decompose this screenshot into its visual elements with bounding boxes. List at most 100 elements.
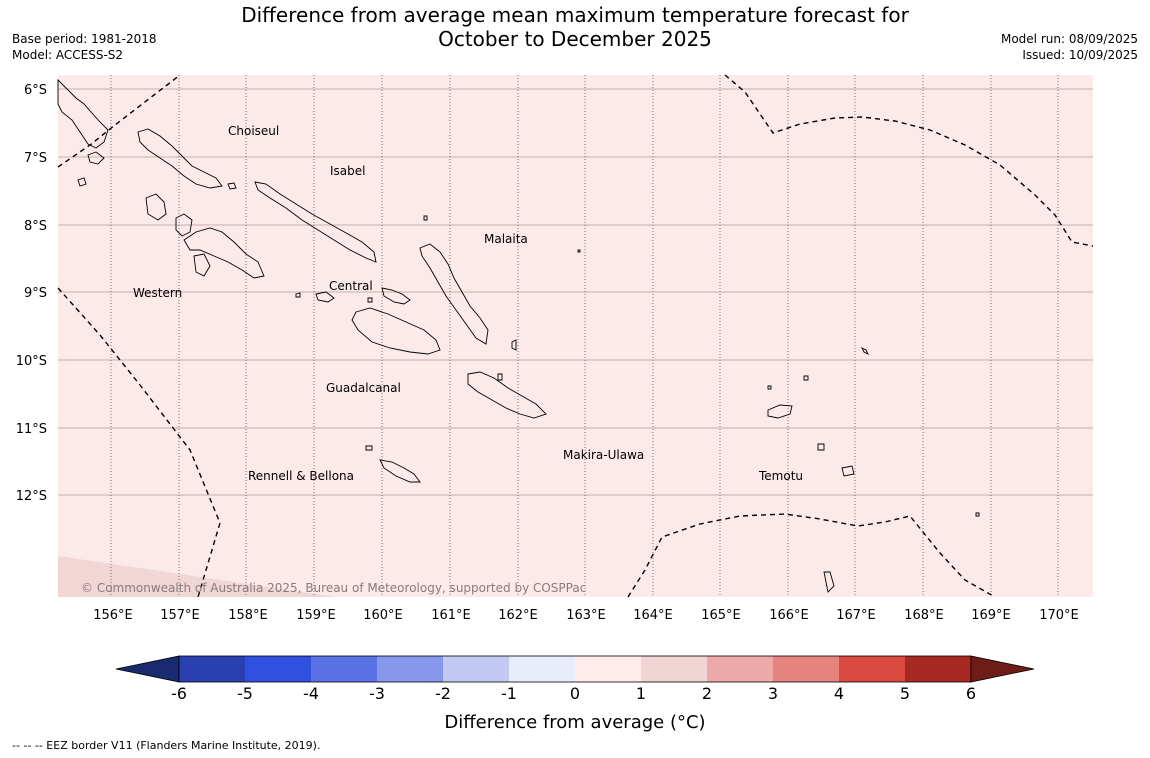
longitude-tick-labels: 156°E 157°E 158°E 159°E 160°E 161°E 162°… <box>93 608 1079 623</box>
label-isabel: Isabel <box>330 164 365 178</box>
colorbar-tick: 1 <box>636 684 646 703</box>
island-santa-cruz <box>767 404 793 419</box>
colorbar-segment <box>377 656 443 682</box>
colorbar-tick: 0 <box>570 684 580 703</box>
island-anuta <box>823 571 835 593</box>
colorbar <box>115 655 1035 683</box>
island-makira <box>467 371 547 419</box>
lon-tick: 167°E <box>836 608 876 623</box>
base-period: Base period: 1981-2018 <box>12 32 157 46</box>
island-new-georgia <box>183 227 265 279</box>
lat-tick: 9°S <box>24 286 47 301</box>
label-rennell-bellona: Rennell & Bellona <box>248 469 354 483</box>
province-labels: Choiseul Isabel Malaita Western Central … <box>133 124 803 483</box>
lon-tick: 165°E <box>701 608 741 623</box>
island-rendova <box>193 253 211 277</box>
colorbar-tick: 3 <box>768 684 778 703</box>
colorbar-tick: 4 <box>834 684 844 703</box>
lon-tick: 159°E <box>296 608 336 623</box>
island-bougainville <box>57 78 109 149</box>
colorbar-tick: 2 <box>702 684 712 703</box>
island-savo <box>367 297 373 303</box>
label-guadalcanal: Guadalcanal <box>326 381 401 395</box>
colorbar-tick: -3 <box>369 684 385 703</box>
island-utupua <box>817 443 825 451</box>
label-malaita: Malaita <box>484 232 528 246</box>
island-florida <box>381 287 411 305</box>
latitude-tick-labels: 6°S 7°S 8°S 9°S 10°S 11°S 12°S <box>16 83 47 504</box>
lon-tick: 168°E <box>904 608 944 623</box>
lat-tick: 7°S <box>24 151 47 166</box>
island-malaita-islet <box>423 215 428 221</box>
colorbar-extend-high <box>970 655 1035 683</box>
copyright-notice: © Commonwealth of Australia 2025, Bureau… <box>81 581 586 595</box>
lon-tick: 161°E <box>431 608 471 623</box>
colorbar-tick: 5 <box>900 684 910 703</box>
eez-footnote: -- -- -- EEZ border V11 (Flanders Marine… <box>12 739 321 752</box>
island-small-central <box>295 292 301 298</box>
colorbar-tick: -4 <box>303 684 319 703</box>
island-malaita <box>419 243 489 345</box>
island-choiseul <box>137 128 223 189</box>
colorbar-tick: -2 <box>435 684 451 703</box>
meta-left: Base period: 1981-2018 Model: ACCESS-S2 <box>12 31 157 63</box>
lon-tick: 164°E <box>633 608 673 623</box>
lon-tick: 157°E <box>160 608 200 623</box>
label-temotu: Temotu <box>758 469 803 483</box>
islands <box>57 78 980 593</box>
colorbar-tick: -5 <box>237 684 253 703</box>
island-small-west <box>77 177 87 187</box>
lat-tick: 11°S <box>16 422 47 437</box>
colorbar-segment <box>773 656 839 682</box>
lon-tick: 160°E <box>363 608 403 623</box>
lon-tick: 158°E <box>228 608 268 623</box>
model-name: Model: ACCESS-S2 <box>12 48 124 62</box>
colorbar-segment <box>311 656 377 682</box>
lat-tick: 8°S <box>24 219 47 234</box>
island-ulawa <box>497 373 503 381</box>
colorbar-label: Difference from average (°C) <box>444 712 705 733</box>
lat-tick: 6°S <box>24 83 47 98</box>
lon-tick: 170°E <box>1039 608 1079 623</box>
title-line-1: Difference from average mean maximum tem… <box>241 3 909 27</box>
model-run: Model run: 08/09/2025 <box>1000 32 1138 46</box>
island-rennell <box>379 459 421 483</box>
issued-date: Issued: 10/09/2025 <box>1022 48 1138 62</box>
meta-right: Model run: 08/09/2025 Issued: 10/09/2025 <box>1001 31 1138 63</box>
colorbar-segment <box>839 656 905 682</box>
island-isabel <box>254 181 377 263</box>
colorbar-tick: 6 <box>966 684 976 703</box>
colorbar-tick: -6 <box>171 684 187 703</box>
colorbar-tick: -1 <box>501 684 517 703</box>
colorbar-tick-labels: -6 -5 -4 -3 -2 -1 0 1 2 3 4 5 6 <box>171 684 976 703</box>
colorbar-segment <box>905 656 971 682</box>
lon-tick: 169°E <box>971 608 1011 623</box>
label-western: Western <box>133 286 182 300</box>
map-background <box>58 75 1093 597</box>
island-tikopia <box>975 512 980 517</box>
lon-tick: 162°E <box>498 608 538 623</box>
colorbar-segment <box>509 656 575 682</box>
southwest-anomaly-patch <box>58 556 336 597</box>
island-small-temotu-2 <box>803 375 809 381</box>
label-makira-ulawa: Makira-Ulawa <box>563 448 644 462</box>
island-duff <box>860 346 870 356</box>
island-guadalcanal <box>351 307 441 355</box>
title-line-2: October to December 2025 <box>438 27 712 51</box>
lat-tick: 10°S <box>16 354 47 369</box>
lat-tick: 12°S <box>16 489 47 504</box>
colorbar-segment <box>707 656 773 682</box>
island-maramasike <box>511 339 517 351</box>
island-choiseul-islet <box>227 182 237 190</box>
latitude-gridlines <box>58 88 1093 496</box>
island-russell <box>315 291 335 303</box>
colorbar-extend-low <box>115 655 180 683</box>
colorbar-segment <box>443 656 509 682</box>
island-vanikoro <box>841 465 855 477</box>
island-small-temotu-1 <box>767 385 772 390</box>
lon-tick: 163°E <box>566 608 606 623</box>
island-kolombangara <box>175 213 193 237</box>
chart-title: Difference from average mean maximum tem… <box>230 3 920 51</box>
island-vella-lavella <box>145 193 167 221</box>
